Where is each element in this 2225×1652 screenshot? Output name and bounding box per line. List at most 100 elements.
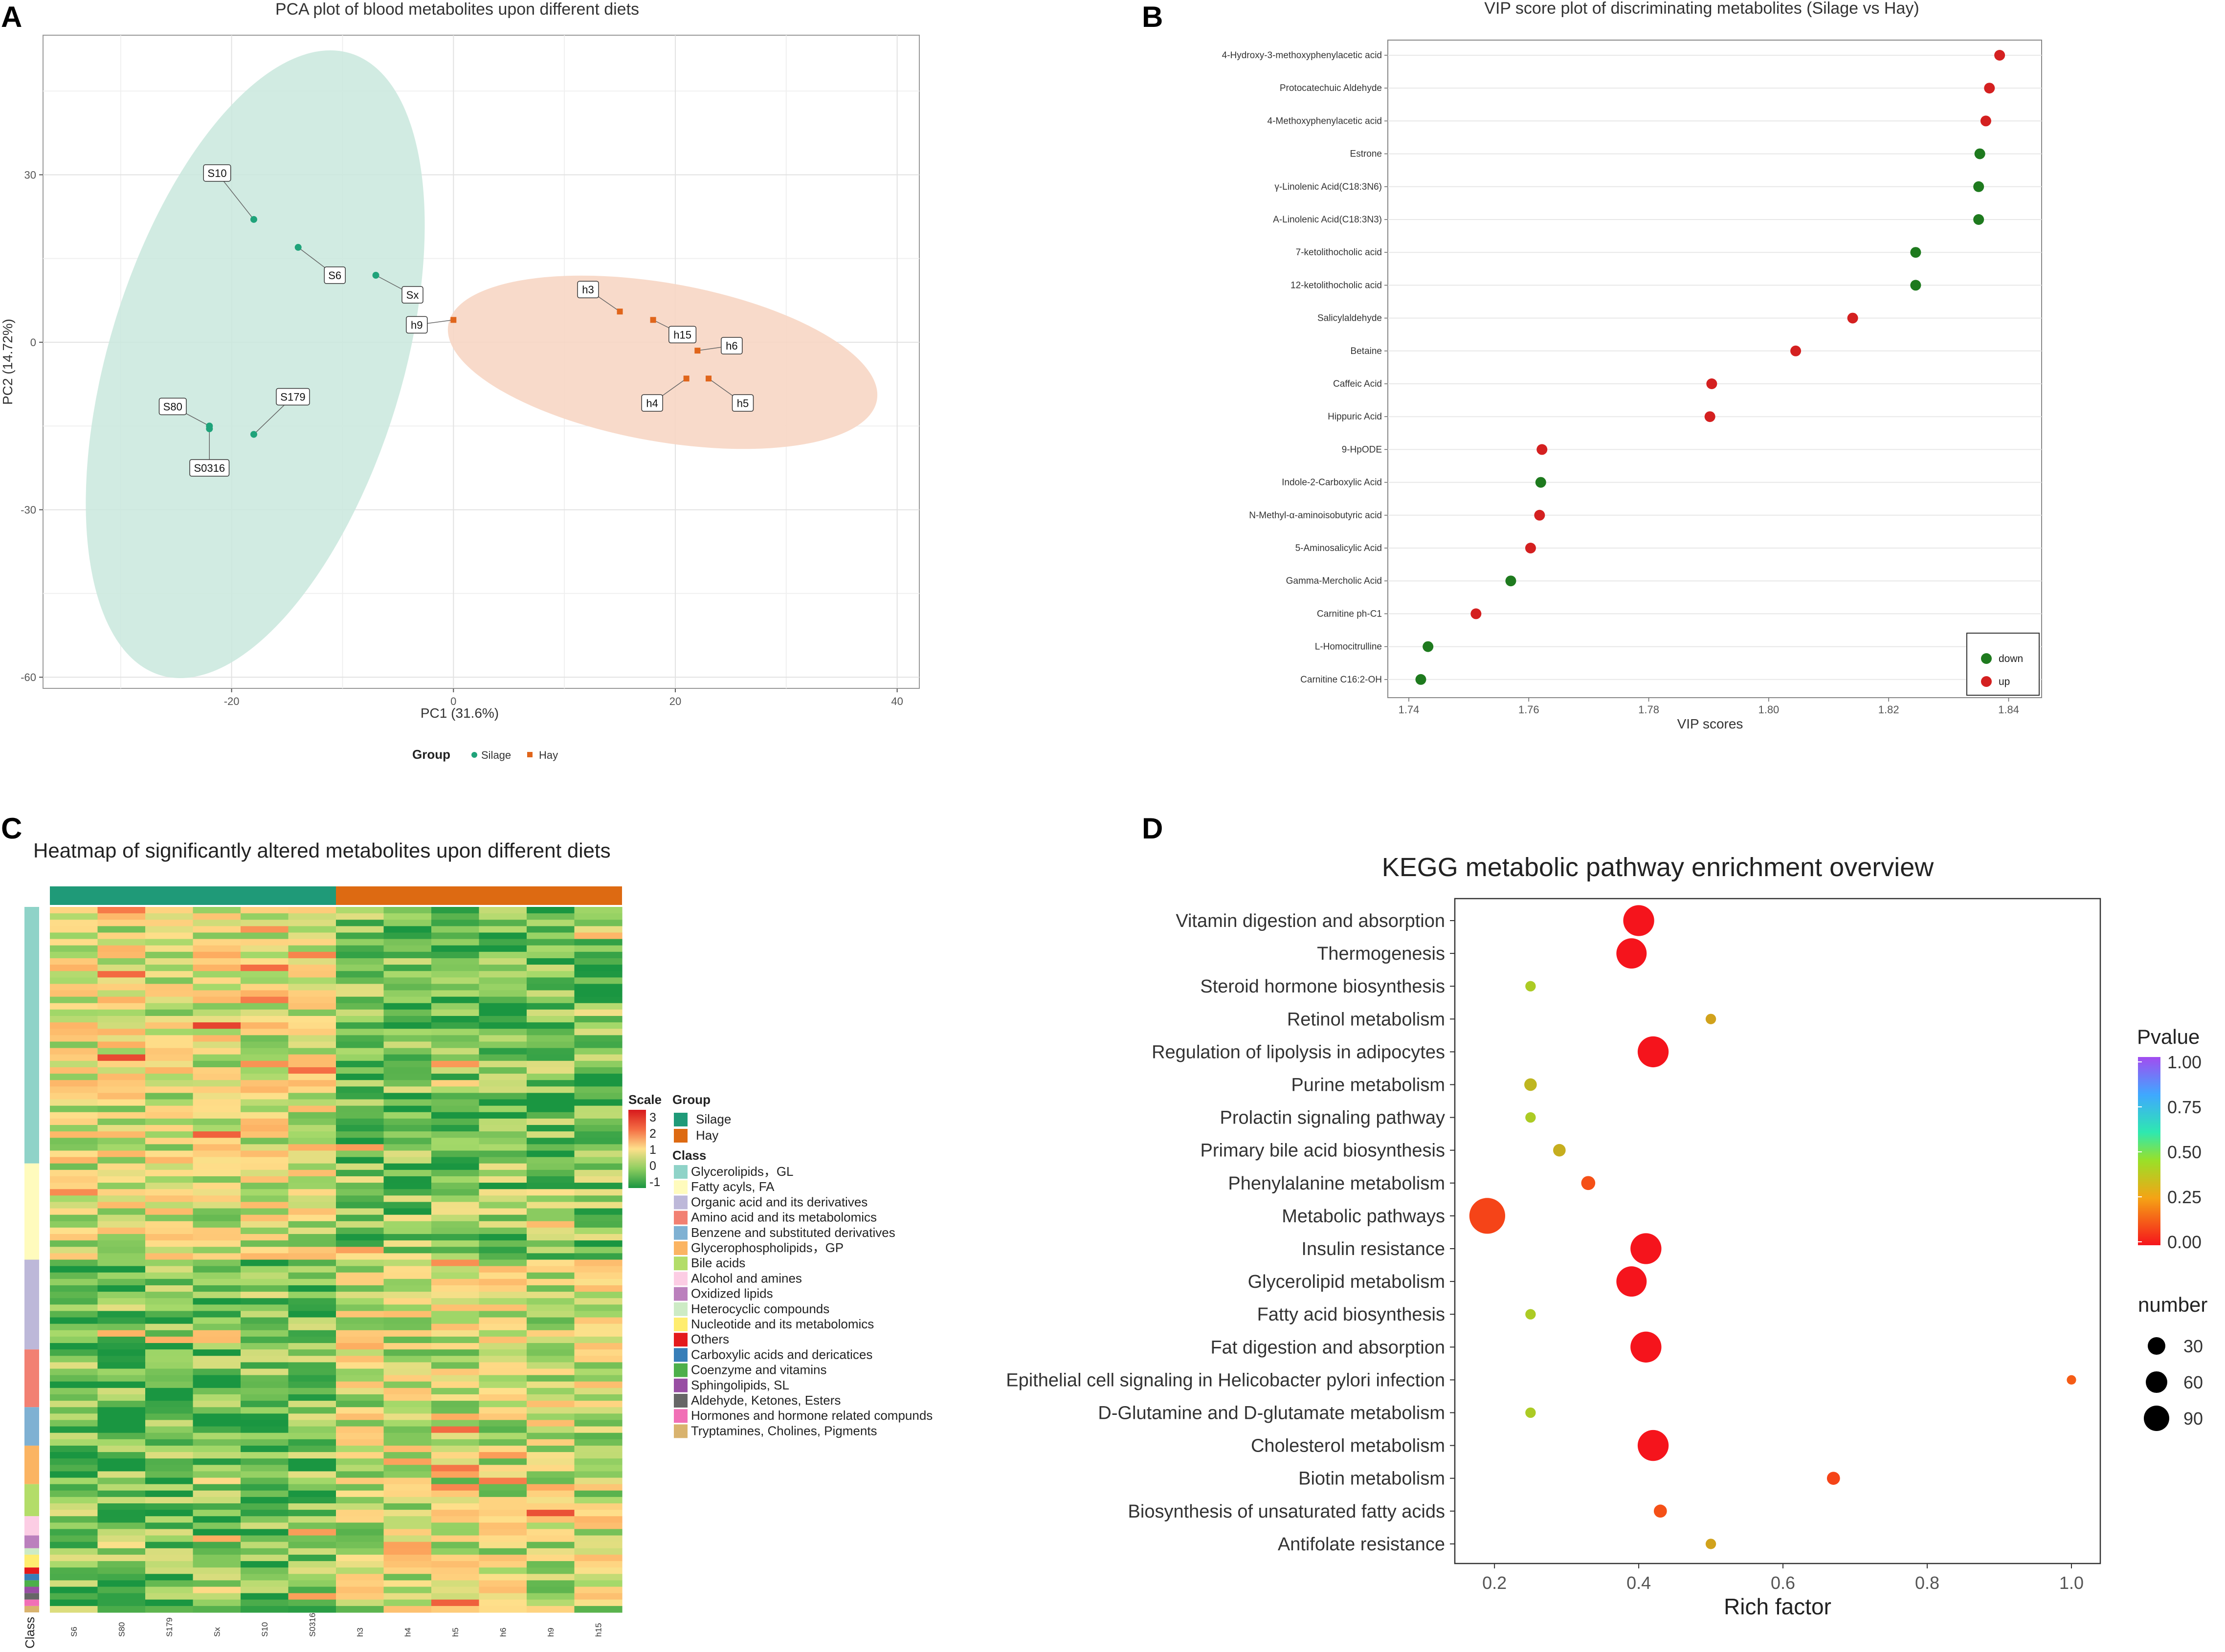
heatmap-cell	[97, 1407, 146, 1414]
heatmap-cell	[288, 932, 336, 940]
heatmap-cell	[527, 1317, 575, 1324]
heatmap-cell	[527, 1561, 575, 1568]
heatmap-cell	[479, 951, 527, 959]
heatmap-cell	[241, 1099, 289, 1106]
heatmap-cell	[50, 1574, 98, 1581]
heatmap-cell	[574, 984, 623, 991]
heatmap-cell	[479, 1599, 527, 1607]
heatmap-cell	[97, 1227, 146, 1234]
heatmap-cell	[336, 1016, 384, 1023]
heatmap-cell	[241, 1054, 289, 1061]
heatmap-cell	[288, 1452, 336, 1459]
heatmap-cell	[97, 1439, 146, 1446]
heatmap-cell	[383, 1285, 432, 1292]
heatmap-cell	[97, 1349, 146, 1356]
heatmap-cell	[479, 932, 527, 940]
heatmap-cell	[574, 1080, 623, 1087]
heatmap-cell	[193, 1074, 241, 1080]
heatmap-cell	[431, 1394, 480, 1401]
heatmap-cell	[574, 1067, 623, 1074]
heatmap-cell	[479, 1432, 527, 1440]
pca-point-silage	[250, 431, 257, 438]
heatmap-cell	[479, 1554, 527, 1562]
heatmap-cell	[527, 1503, 575, 1510]
heatmap-class-legend-swatch	[674, 1180, 688, 1194]
heatmap-cell	[479, 1278, 527, 1286]
vip-point	[1535, 477, 1546, 488]
heatmap-cell	[50, 913, 98, 920]
heatmap-cell	[193, 1169, 241, 1177]
heatmap-cell	[574, 1125, 623, 1132]
heatmap-cell	[193, 958, 241, 965]
heatmap-cell	[288, 1503, 336, 1510]
heatmap-cell	[288, 1368, 336, 1376]
heatmap-cell	[574, 1221, 623, 1228]
heatmap-cell	[527, 1349, 575, 1356]
heatmap-cell	[50, 1580, 98, 1587]
heatmap-cell	[241, 1176, 289, 1183]
heatmap-cell	[50, 1247, 98, 1254]
heatmap-cell	[241, 1029, 289, 1035]
heatmap-cell	[97, 1253, 146, 1260]
heatmap-class-legend-swatch	[674, 1378, 688, 1392]
vip-x-tick-label: 1.84	[1998, 704, 2019, 716]
heatmap-cell	[527, 1445, 575, 1453]
heatmap-cell	[145, 1401, 194, 1408]
heatmap-cell	[193, 1227, 241, 1234]
heatmap-cell	[479, 1131, 527, 1138]
kegg-pathway-label: D-Glutamine and D-glutamate metabolism	[1098, 1403, 1445, 1424]
heatmap-cell	[288, 1599, 336, 1607]
heatmap-cell	[145, 1202, 194, 1209]
heatmap-cell	[431, 1214, 480, 1222]
heatmap-cell	[193, 1259, 241, 1267]
heatmap-cell	[383, 1298, 432, 1305]
vip-point	[1790, 345, 1802, 356]
heatmap-cell	[383, 1503, 432, 1510]
heatmap-cell	[574, 1112, 623, 1119]
heatmap-cell	[431, 1554, 480, 1562]
heatmap-cell	[97, 1074, 146, 1080]
heatmap-cell	[479, 1574, 527, 1581]
heatmap-cell	[431, 1490, 480, 1498]
heatmap-scale-tick-label: 2	[649, 1127, 656, 1141]
heatmap-cell	[241, 1522, 289, 1530]
heatmap-cell	[574, 1150, 623, 1158]
heatmap-cell	[336, 1041, 384, 1049]
heatmap-cell	[527, 1125, 575, 1132]
heatmap-cell	[527, 1009, 575, 1016]
heatmap-cell	[574, 945, 623, 952]
heatmap-cell	[97, 1080, 146, 1087]
heatmap-cell	[574, 1041, 623, 1049]
heatmap-cell	[288, 1497, 336, 1504]
heatmap-cell	[479, 1163, 527, 1170]
heatmap-cell	[527, 1535, 575, 1542]
vip-x-tick-label: 1.82	[1878, 704, 1899, 716]
heatmap-cell	[193, 926, 241, 933]
heatmap-cell	[193, 1208, 241, 1215]
heatmap-cell	[383, 1593, 432, 1600]
pca-legend-silage-marker	[471, 752, 477, 758]
heatmap-cell	[241, 1490, 289, 1498]
heatmap-cell	[241, 1003, 289, 1010]
heatmap-cell	[288, 1356, 336, 1363]
heatmap-cell	[193, 1105, 241, 1113]
heatmap-cell	[527, 1522, 575, 1530]
heatmap-cell	[574, 1266, 623, 1273]
heatmap-cell	[574, 1259, 623, 1267]
heatmap-cell	[50, 1548, 98, 1555]
heatmap-cell	[50, 1394, 98, 1401]
heatmap-cell	[97, 1574, 146, 1581]
heatmap-cell	[193, 1029, 241, 1035]
heatmap-cell	[383, 1240, 432, 1247]
heatmap-cell	[527, 1465, 575, 1472]
heatmap-cell	[479, 1407, 527, 1414]
pca-point-silage	[250, 216, 257, 223]
heatmap-cell	[431, 913, 480, 920]
heatmap-cell	[97, 1131, 146, 1138]
heatmap-cell	[336, 1599, 384, 1607]
heatmap-cell	[527, 1574, 575, 1581]
heatmap-cell	[193, 1163, 241, 1170]
heatmap-cell	[479, 1144, 527, 1151]
heatmap-cell	[241, 1048, 289, 1055]
kegg-x-tick-label: 0.6	[1771, 1573, 1795, 1593]
